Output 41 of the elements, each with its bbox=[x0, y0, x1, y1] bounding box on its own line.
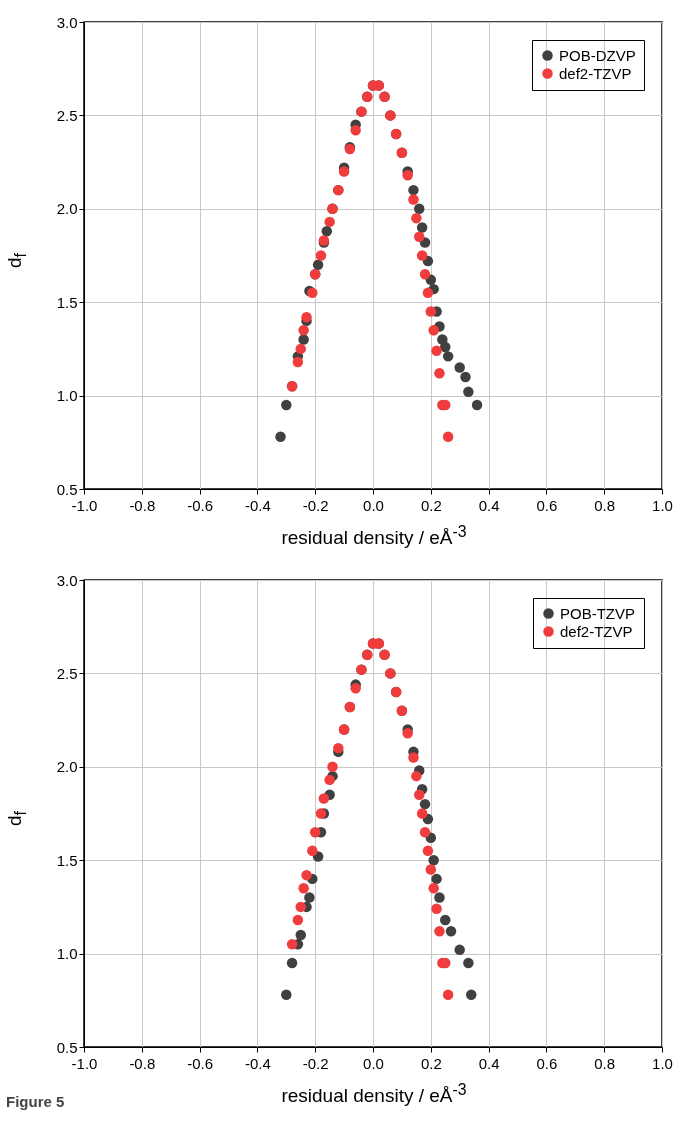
x-tick-label: 0.6 bbox=[536, 1054, 558, 1072]
legend-label: POB-TZVP bbox=[560, 604, 636, 622]
y-tick-label: 2.5 bbox=[56, 664, 78, 682]
x-tick-label: -0.6 bbox=[187, 496, 214, 514]
x-tick-label: -0.8 bbox=[129, 496, 156, 514]
y-tick-label: 2.0 bbox=[56, 758, 78, 776]
y-tick-label: 0.5 bbox=[56, 480, 78, 498]
x-tick-label: -0.4 bbox=[244, 496, 271, 514]
x-tick-label: 1.0 bbox=[652, 496, 673, 514]
legend-label: def2-TZVP bbox=[559, 64, 632, 82]
x-tick-label: 0.4 bbox=[478, 1054, 500, 1072]
x-tick-label: 0.4 bbox=[478, 496, 500, 514]
x-tick-label: 0.0 bbox=[363, 1054, 384, 1072]
x-axis-title: residual density / eÅ$^{-3}$ bbox=[280, 523, 468, 550]
y-tick-label: 1.0 bbox=[56, 945, 78, 963]
y-tick-label: 3.0 bbox=[56, 13, 78, 31]
x-tick-label: -1.0 bbox=[71, 1054, 98, 1072]
x-tick-label: 0.8 bbox=[594, 496, 616, 514]
x-tick-label: 0.2 bbox=[420, 1054, 442, 1072]
y-tick-label: 3.0 bbox=[56, 571, 78, 589]
x-tick-label: 0.0 bbox=[363, 496, 384, 514]
caption: Figure 5 bbox=[6, 1093, 65, 1110]
x-tick-label: -0.8 bbox=[129, 1054, 156, 1072]
x-tick-label: -0.4 bbox=[244, 1054, 271, 1072]
x-tick-label: -0.2 bbox=[302, 1054, 329, 1072]
x-tick-label: 1.0 bbox=[652, 1054, 673, 1072]
y-tick-label: 2.5 bbox=[56, 106, 78, 124]
legend-label: POB-DZVP bbox=[559, 46, 636, 64]
y-tick-label: 1.5 bbox=[56, 851, 78, 869]
x-tick-label: -0.2 bbox=[302, 496, 329, 514]
y-tick-label: 2.0 bbox=[56, 200, 78, 218]
legend-label: def2-TZVP bbox=[560, 622, 633, 640]
x-tick-label: 0.6 bbox=[536, 496, 558, 514]
y-tick-label: 1.0 bbox=[56, 387, 78, 405]
x-tick-label: -0.6 bbox=[187, 1054, 214, 1072]
x-tick-label: -1.0 bbox=[71, 496, 98, 514]
x-tick-label: 0.2 bbox=[420, 496, 442, 514]
y-tick-label: 0.5 bbox=[56, 1038, 78, 1056]
x-axis-title: residual density / eÅ$^{-3}$ bbox=[280, 1081, 468, 1108]
y-tick-label: 1.5 bbox=[56, 293, 78, 311]
x-tick-label: 0.8 bbox=[594, 1054, 616, 1072]
